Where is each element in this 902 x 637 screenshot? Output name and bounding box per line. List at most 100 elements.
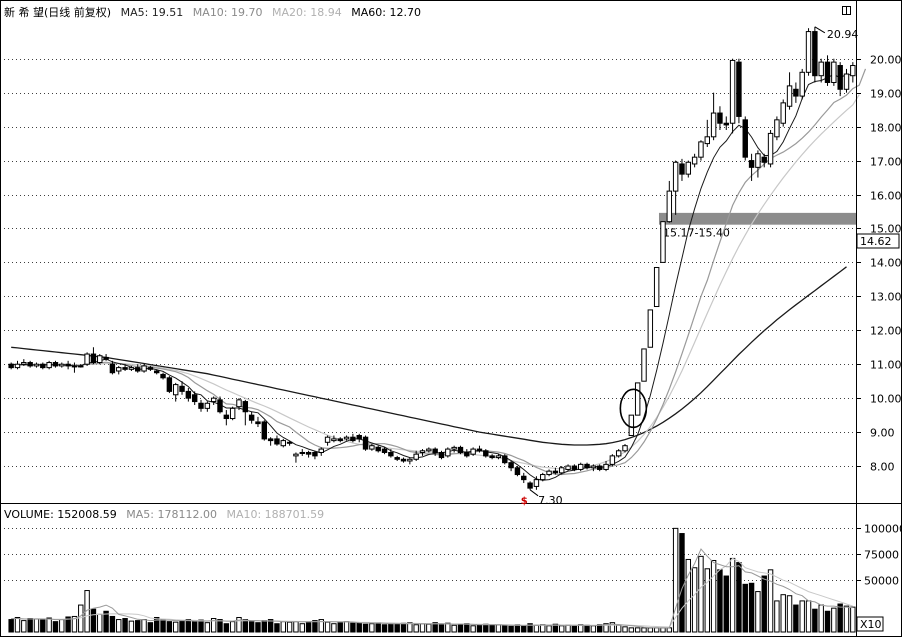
price-header: 新 希 望(日线 前复权) MA5: 19.51 MA10: 19.70 MA2…	[4, 4, 427, 20]
candle-body	[837, 65, 843, 90]
volume-bar	[502, 625, 508, 633]
candle	[546, 469, 552, 477]
candle	[805, 28, 812, 76]
candle-body	[337, 438, 343, 442]
candle-body	[540, 474, 546, 481]
candles-layer	[8, 26, 856, 490]
volume-bar	[634, 627, 641, 633]
candle-body	[489, 455, 495, 459]
price-tick-label: 19.00	[870, 88, 902, 101]
volume-bar	[8, 619, 14, 633]
candle-body	[774, 119, 780, 138]
candle	[248, 411, 255, 424]
candle-body	[843, 73, 850, 90]
price-tick-label: 12.00	[870, 325, 902, 338]
ma10-line	[11, 68, 867, 476]
candle-body	[647, 309, 654, 348]
volume-bar	[217, 619, 223, 633]
candle	[653, 266, 660, 308]
volume-bar	[521, 625, 527, 633]
candle-body	[122, 367, 128, 370]
panel-toggle-icon[interactable]	[842, 6, 851, 15]
volume-bar	[388, 623, 394, 633]
price-tick-label: 9.00	[870, 427, 895, 440]
candle	[571, 464, 578, 472]
candle	[128, 365, 135, 372]
volume-bar	[59, 619, 65, 633]
volume-bar	[299, 623, 305, 633]
volume-bar	[337, 622, 343, 633]
volume-bar	[84, 590, 90, 633]
volume-header: VOLUME: 152008.59 MA5: 178112.00 MA10: 1…	[4, 508, 330, 521]
candle	[748, 153, 755, 181]
volume-bar	[698, 555, 704, 633]
candle-body	[799, 71, 805, 97]
candle	[141, 364, 147, 373]
candle	[584, 462, 590, 470]
candle-body	[666, 190, 673, 223]
candle	[166, 376, 173, 394]
candle	[628, 414, 635, 437]
candle	[78, 364, 84, 368]
volume-bar	[198, 619, 204, 633]
candle	[8, 362, 14, 370]
candle	[426, 447, 432, 453]
volume-bar	[324, 621, 331, 633]
volume-bar	[729, 557, 736, 633]
volume-bar	[831, 607, 837, 633]
volume-bar	[191, 621, 198, 633]
high-pointer	[814, 26, 826, 34]
candle	[154, 369, 160, 375]
candle-body	[641, 348, 647, 382]
candle-body	[502, 455, 508, 464]
candle-body	[755, 153, 761, 168]
candle	[242, 399, 249, 426]
volume-bar	[540, 624, 546, 633]
candle	[774, 116, 780, 141]
volume-bar	[362, 623, 369, 633]
volume-bar	[685, 558, 692, 633]
candle	[634, 382, 641, 416]
candle	[109, 360, 116, 375]
price-tick-label: 18.00	[870, 122, 902, 135]
candle	[521, 472, 527, 484]
candle-body	[172, 384, 179, 396]
candle	[103, 354, 109, 361]
candle	[350, 433, 356, 443]
candle	[615, 449, 622, 458]
volume-bar	[457, 624, 464, 633]
volume-bar	[135, 620, 141, 633]
volume-bar	[590, 625, 597, 633]
candle-body	[97, 355, 103, 364]
candle	[622, 443, 628, 453]
volume-bar	[723, 575, 729, 633]
candle	[122, 364, 128, 372]
candle	[723, 116, 729, 131]
volume-bar	[565, 624, 571, 633]
candle	[331, 435, 337, 443]
candle	[641, 348, 647, 382]
volume-bar	[103, 610, 109, 633]
candle-body	[451, 446, 457, 450]
volume-bar	[229, 621, 236, 633]
volume-bar	[274, 623, 280, 633]
candle-body	[590, 465, 597, 469]
support-band-layer: 15.17-15.40	[658, 212, 856, 240]
candle	[685, 160, 692, 178]
candle	[691, 153, 698, 168]
candle-body	[109, 363, 116, 374]
candle	[71, 362, 78, 373]
volume-bar	[552, 623, 559, 633]
volume-bar	[508, 625, 514, 633]
candle	[210, 396, 217, 405]
candle-body	[154, 370, 160, 374]
candle	[318, 447, 324, 456]
candle	[704, 119, 710, 147]
candle-body	[559, 467, 565, 474]
price-tick-label: 20.00	[870, 54, 902, 67]
candle-body	[805, 31, 812, 73]
candle-body	[483, 450, 489, 457]
volume-bar	[559, 625, 565, 633]
candle-body	[729, 59, 736, 124]
